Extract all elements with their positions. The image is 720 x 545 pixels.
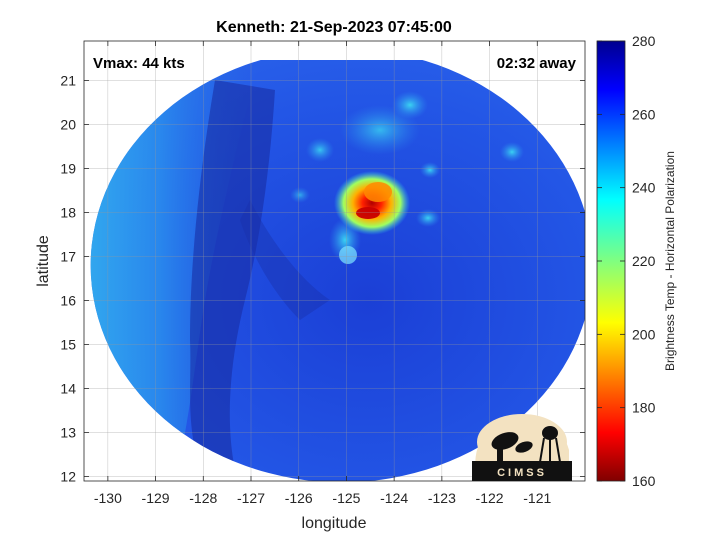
tick-marks xyxy=(84,41,585,481)
y-tick-label: 14 xyxy=(60,381,76,397)
x-tick-label: -127 xyxy=(237,490,265,506)
colorbar-tick-label: 260 xyxy=(632,106,656,122)
y-axis-label: latitude xyxy=(35,235,52,287)
x-tick-label: -123 xyxy=(428,490,456,506)
x-tick-label: -130 xyxy=(94,490,122,506)
x-tick-label: -121 xyxy=(523,490,551,506)
axes-frame xyxy=(83,40,586,482)
y-tick-label: 16 xyxy=(60,293,76,309)
cimss-logo-text: CIMSS xyxy=(497,467,547,479)
time-away-annotation: 02:32 away xyxy=(497,55,577,72)
y-tick-label: 19 xyxy=(60,161,76,177)
colorbar-tick-label: 240 xyxy=(632,180,656,196)
x-tick-label: -122 xyxy=(476,490,504,506)
x-tick-label: -126 xyxy=(285,490,313,506)
colorbar-ticks: 160 180 200 220 240 260 280 xyxy=(597,33,656,489)
y-tick-label: 21 xyxy=(60,73,76,89)
colorbar-tick-label: 220 xyxy=(632,253,656,269)
satellite-dish-icon xyxy=(491,432,519,450)
y-tick-label: 12 xyxy=(60,469,76,485)
y-tick-label: 13 xyxy=(60,425,76,441)
chart-title: Kenneth: 21-Sep-2023 07:45:00 xyxy=(216,19,452,36)
x-tick-label: -128 xyxy=(189,490,217,506)
vmax-annotation: Vmax: 44 kts xyxy=(93,55,185,72)
y-tick-label: 18 xyxy=(60,205,76,221)
x-tick-labels: -130 -129 -128 -127 -126 -125 -124 -123 -122 -121 xyxy=(94,490,552,506)
cimss-logo: CIMSS xyxy=(472,414,572,481)
y-tick-labels: 12 13 14 15 16 17 18 19 20 21 xyxy=(60,73,76,485)
y-tick-label: 15 xyxy=(60,337,76,353)
colorbar-tick-label: 160 xyxy=(632,473,656,489)
y-tick-label: 17 xyxy=(60,249,76,265)
x-tick-label: -124 xyxy=(380,490,408,506)
swath-image xyxy=(84,41,585,481)
x-tick-label: -129 xyxy=(142,490,170,506)
grid-lines xyxy=(84,41,585,481)
x-tick-label: -125 xyxy=(332,490,360,506)
water-tower-icon xyxy=(542,426,558,440)
x-axis-label: longitude xyxy=(302,515,367,532)
y-tick-label: 20 xyxy=(60,117,76,133)
colorbar-label: Brightness Temp - Horizontal Polarizatio… xyxy=(663,151,677,371)
colorbar-tick-label: 280 xyxy=(632,33,656,49)
colorbar-tick-label: 180 xyxy=(632,400,656,416)
colorbar-tick-label: 200 xyxy=(632,326,656,342)
